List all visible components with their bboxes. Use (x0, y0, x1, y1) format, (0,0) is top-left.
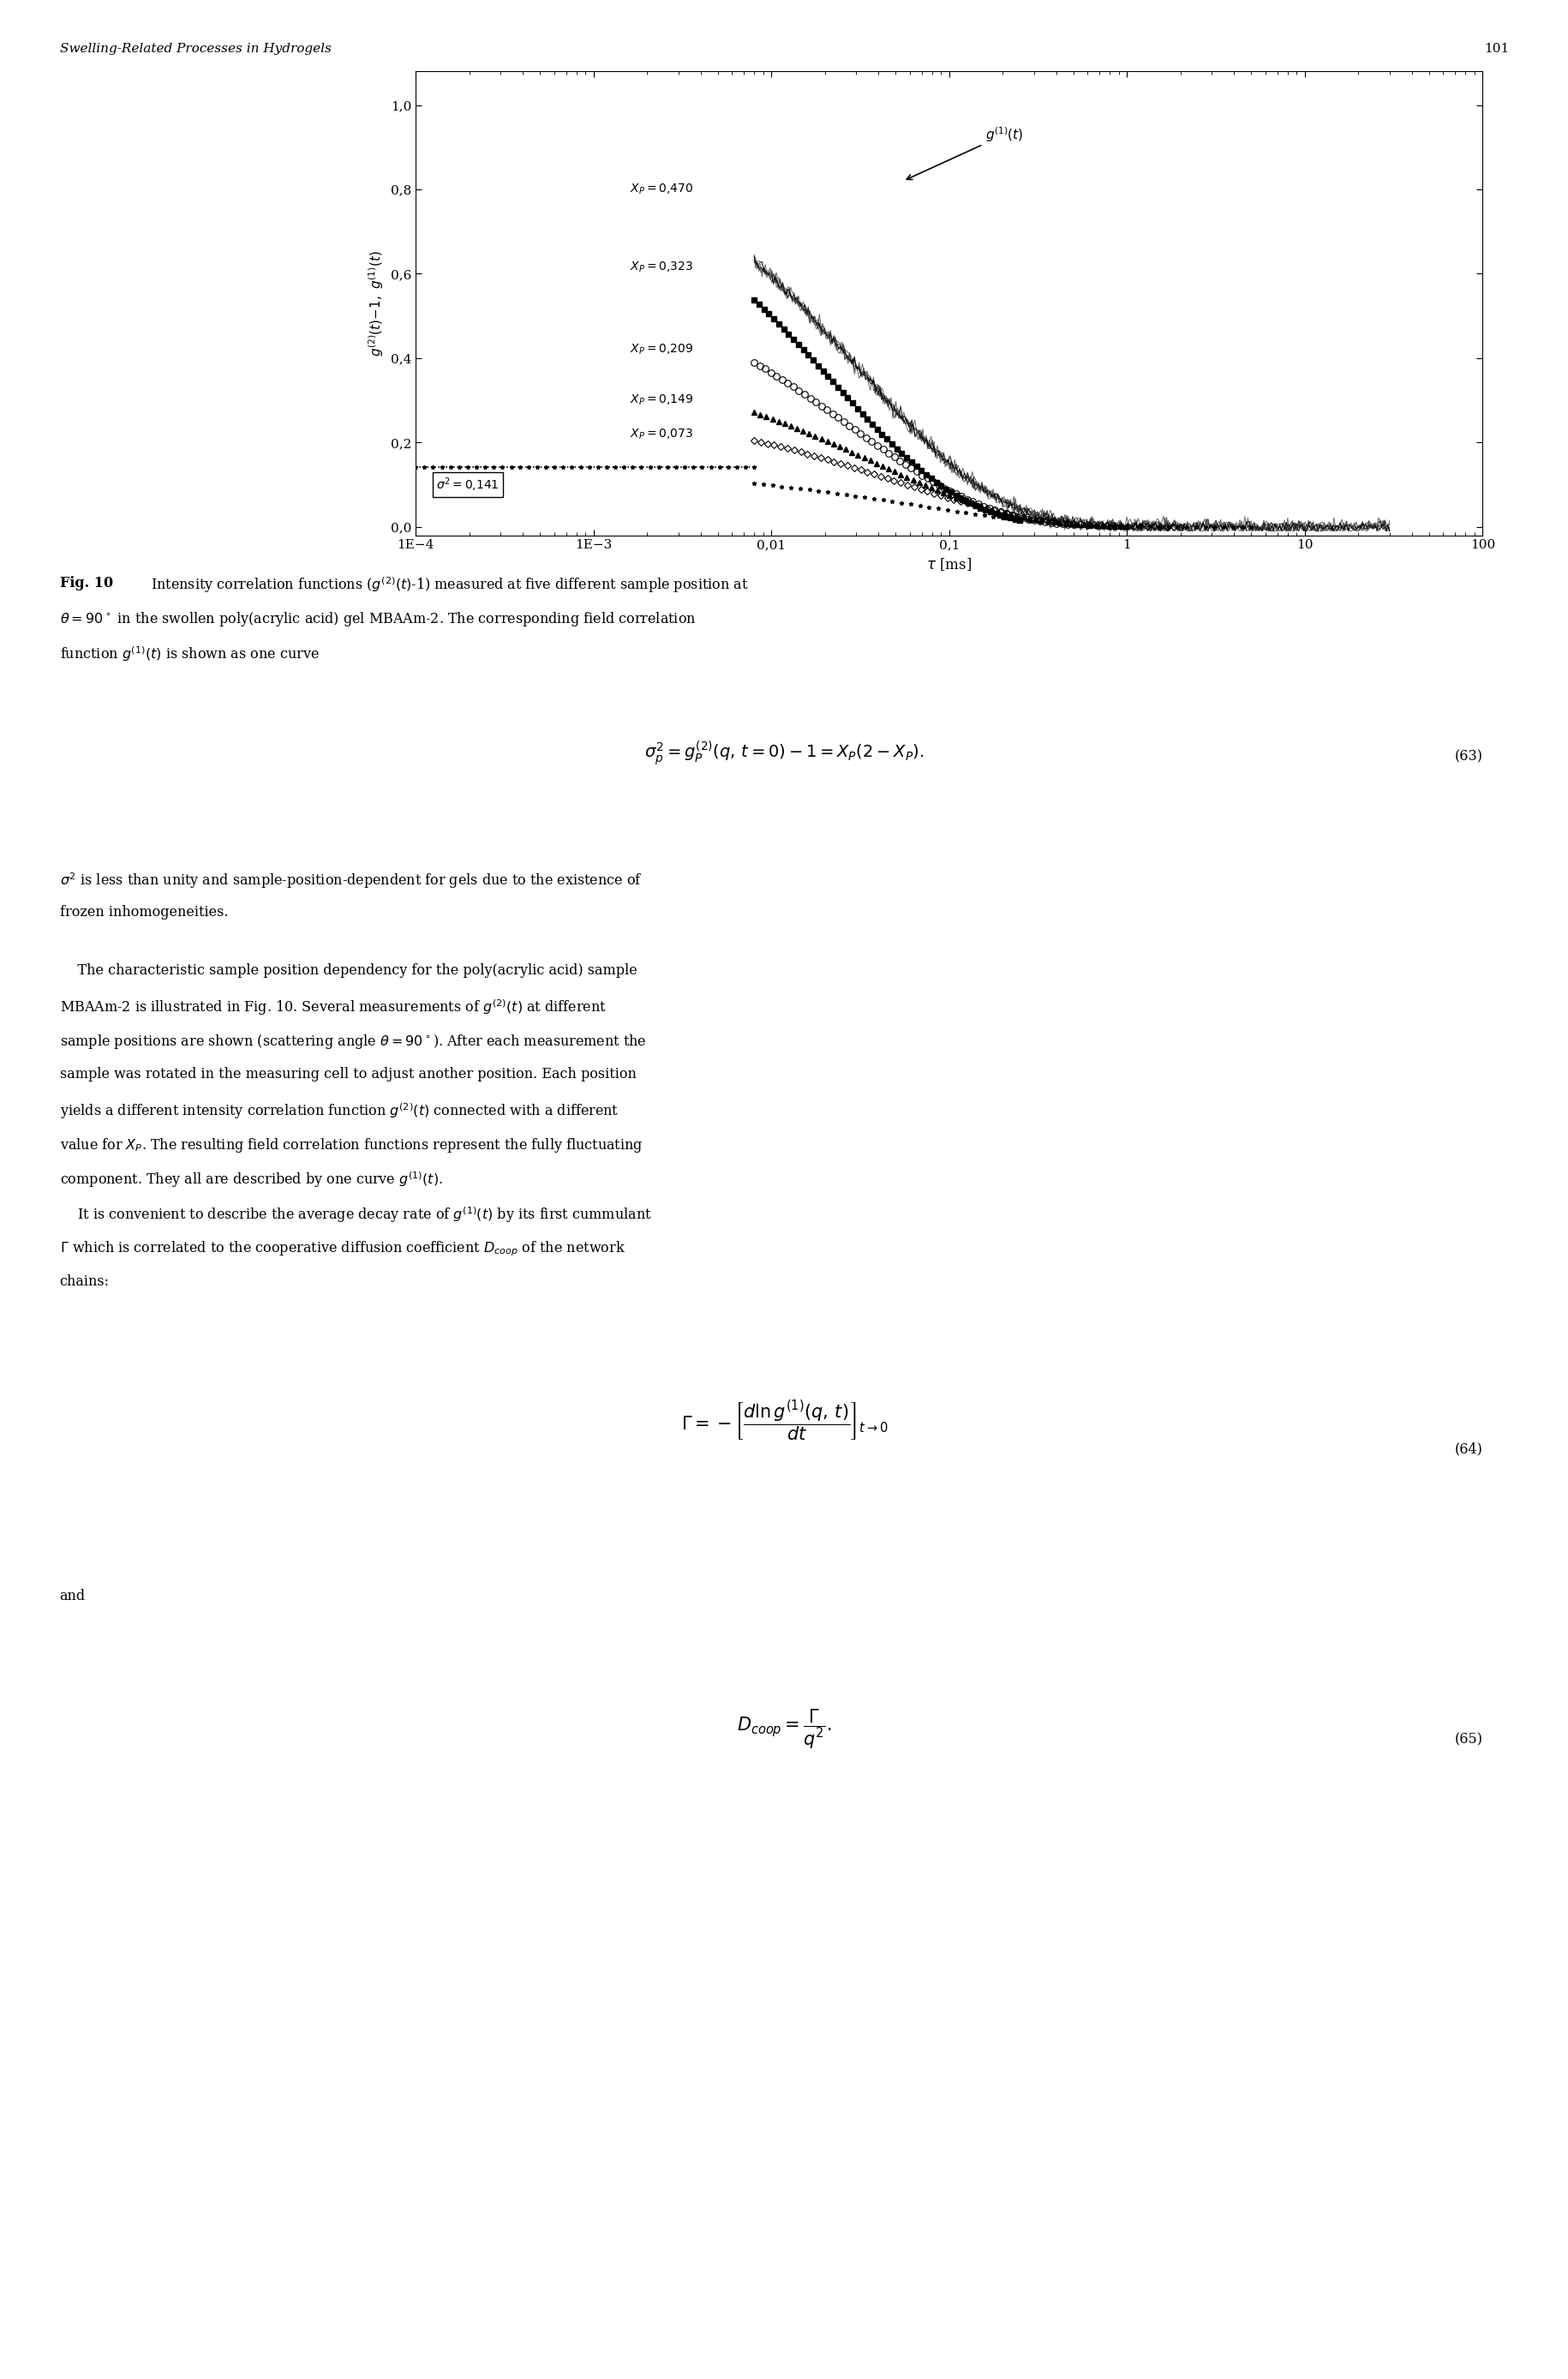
Text: $X_P = 0{,}209$: $X_P = 0{,}209$ (629, 343, 693, 357)
Y-axis label: $g^{(2)}(t){-}1,\ g^{(1)}(t)$: $g^{(2)}(t){-}1,\ g^{(1)}(t)$ (367, 250, 386, 357)
Text: $g^{(1)}(t)$: $g^{(1)}(t)$ (906, 126, 1022, 178)
Text: MBAAm-2 is illustrated in Fig. 10. Several measurements of $g^{(2)}(t)$ at diffe: MBAAm-2 is illustrated in Fig. 10. Sever… (60, 999, 605, 1018)
Text: It is convenient to describe the average decay rate of $g^{(1)}(t)$ by its first: It is convenient to describe the average… (60, 1206, 651, 1225)
Text: $\sigma_p^2 = g_P^{(2)}(q,\,t=0) - 1 = X_P(2 - X_P).$: $\sigma_p^2 = g_P^{(2)}(q,\,t=0) - 1 = X… (644, 740, 924, 768)
Text: The characteristic sample position dependency for the poly(acrylic acid) sample: The characteristic sample position depen… (60, 963, 637, 978)
Text: component. They all are described by one curve $g^{(1)}(t)$.: component. They all are described by one… (60, 1170, 442, 1190)
Text: Swelling-Related Processes in Hydrogels: Swelling-Related Processes in Hydrogels (60, 43, 331, 55)
Text: $X_P = 0{,}323$: $X_P = 0{,}323$ (629, 259, 693, 274)
Text: $X_P = 0{,}470$: $X_P = 0{,}470$ (629, 183, 693, 197)
Text: $\sigma^2{=}0{,}141$: $\sigma^2{=}0{,}141$ (436, 476, 499, 492)
Text: chains:: chains: (60, 1275, 110, 1289)
Text: $X_P = 0{,}073$: $X_P = 0{,}073$ (629, 428, 693, 440)
Text: $\Gamma = -\left[\dfrac{d\ln g^{(1)}(q,\,t)}{dt}\right]_{t\to 0}$: $\Gamma = -\left[\dfrac{d\ln g^{(1)}(q,\… (681, 1399, 887, 1444)
Text: Intensity correlation functions ($g^{(2)}(t)$-1) measured at five different samp: Intensity correlation functions ($g^{(2)… (151, 576, 748, 595)
Text: sample positions are shown (scattering angle $\theta = 90^\circ$). After each me: sample positions are shown (scattering a… (60, 1032, 646, 1052)
Text: yields a different intensity correlation function $g^{(2)}(t)$ connected with a : yields a different intensity correlation… (60, 1101, 618, 1121)
Text: frozen inhomogeneities.: frozen inhomogeneities. (60, 906, 227, 921)
Text: (65): (65) (1454, 1732, 1482, 1746)
Text: $\theta = 90^\circ$ in the swollen poly(acrylic acid) gel MBAAm-2. The correspon: $\theta = 90^\circ$ in the swollen poly(… (60, 609, 696, 628)
Text: $D_{coop} = \dfrac{\Gamma}{q^2}.$: $D_{coop} = \dfrac{\Gamma}{q^2}.$ (737, 1708, 831, 1751)
Text: value for $X_P$. The resulting field correlation functions represent the fully f: value for $X_P$. The resulting field cor… (60, 1137, 643, 1154)
Text: and: and (60, 1589, 85, 1603)
Text: Fig. 10: Fig. 10 (60, 576, 113, 590)
Text: $X_P = 0{,}149$: $X_P = 0{,}149$ (629, 393, 693, 407)
Text: $\sigma^2$ is less than unity and sample-position-dependent for gels due to the : $\sigma^2$ is less than unity and sample… (60, 871, 641, 890)
Text: sample was rotated in the measuring cell to adjust another position. Each positi: sample was rotated in the measuring cell… (60, 1068, 635, 1082)
Text: (63): (63) (1454, 749, 1482, 764)
X-axis label: $\tau$ [ms]: $\tau$ [ms] (927, 557, 971, 573)
Text: $\Gamma$ which is correlated to the cooperative diffusion coefficient $D_{coop}$: $\Gamma$ which is correlated to the coop… (60, 1239, 624, 1258)
Text: (64): (64) (1454, 1442, 1482, 1456)
Text: 101: 101 (1483, 43, 1508, 55)
Text: function $g^{(1)}(t)$ is shown as one curve: function $g^{(1)}(t)$ is shown as one cu… (60, 645, 318, 664)
